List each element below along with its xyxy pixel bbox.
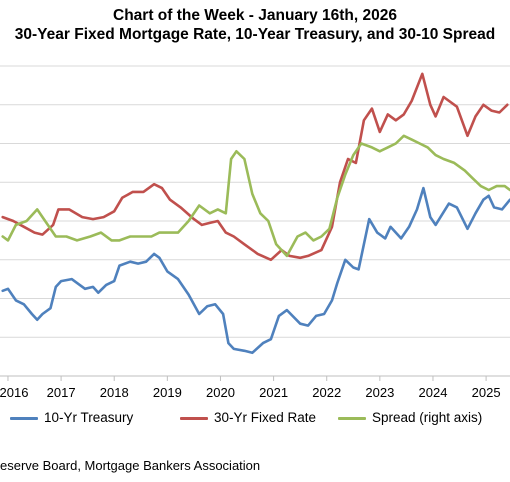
legend-label-spread: Spread (right axis) <box>372 410 483 425</box>
x-axis: 2016 2017 2018 2019 2020 2021 2022 2023 2024 2025 <box>0 375 510 400</box>
x-tick-label: 2022 <box>312 385 341 400</box>
legend-label-mortgage: 30-Yr Fixed Rate <box>214 410 317 425</box>
x-tick-label: 2023 <box>365 385 394 400</box>
series-line-spread-right-axis <box>1 134 510 258</box>
legend-swatch-treasury <box>10 417 38 420</box>
legend-swatch-mortgage <box>180 417 208 420</box>
legend: 10-Yr Treasury 30-Yr Fixed Rate Spread (… <box>0 406 510 432</box>
x-tick-label: 2019 <box>153 385 182 400</box>
chart-subtitle: 30-Year Fixed Mortgage Rate, 10-Year Tre… <box>14 26 496 43</box>
series-lines <box>1 72 510 355</box>
x-tick-label: 2017 <box>47 385 76 400</box>
x-tick-label: 2018 <box>100 385 129 400</box>
series-line-10-yr-treasury <box>1 186 510 355</box>
series-line-30-yr-fixed-rate <box>1 72 509 262</box>
x-tick-label: 2016 <box>0 385 28 400</box>
x-tick-label: 2025 <box>472 385 501 400</box>
legend-swatch-spread <box>338 417 366 420</box>
chart-title: Chart of the Week - January 16th, 2026 <box>113 7 397 24</box>
source-note: eserve Board, Mortgage Bankers Associati… <box>0 458 261 473</box>
x-tick-label: 2024 <box>419 385 448 400</box>
x-tick-label: 2020 <box>206 385 235 400</box>
x-tick-label: 2021 <box>259 385 288 400</box>
legend-label-treasury: 10-Yr Treasury <box>44 410 134 425</box>
gridlines <box>0 65 510 338</box>
